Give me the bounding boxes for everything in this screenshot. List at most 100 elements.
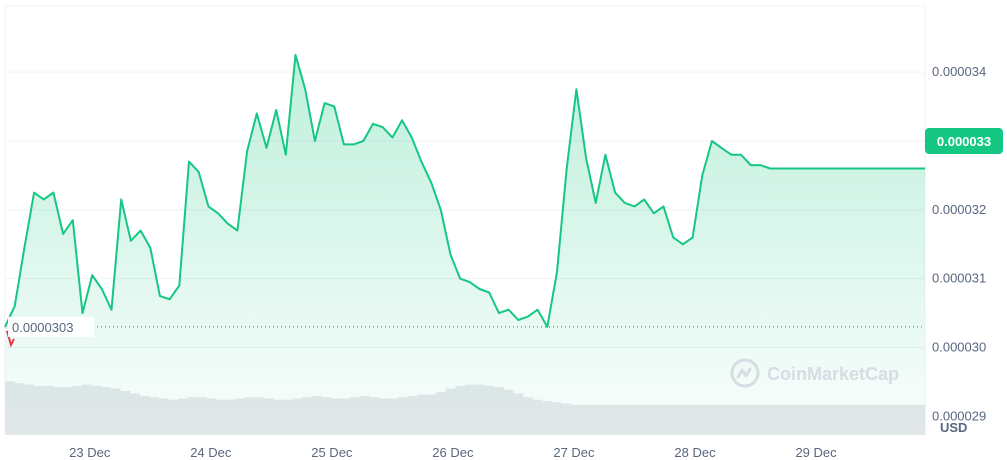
price-point	[818, 168, 819, 169]
price-point	[828, 168, 829, 169]
price-point	[702, 175, 703, 176]
price-point	[837, 168, 838, 169]
price-point	[527, 316, 528, 317]
price-line	[4, 53, 925, 328]
price-area-fill	[5, 54, 925, 436]
price-point	[605, 154, 606, 155]
price-point	[866, 168, 867, 169]
price-point	[537, 309, 538, 310]
coinmarketcap-logo-icon	[730, 358, 760, 388]
watermark: CoinMarketCap	[730, 358, 899, 388]
price-point	[421, 161, 422, 162]
price-point	[285, 154, 286, 155]
price-point	[770, 168, 771, 169]
price-point	[895, 168, 896, 169]
price-point	[479, 289, 480, 290]
price-point	[799, 168, 800, 169]
price-point	[440, 209, 441, 210]
price-point	[721, 147, 722, 148]
price-point	[159, 295, 160, 296]
price-point	[198, 171, 199, 172]
price-point	[760, 165, 761, 166]
price-point	[314, 140, 315, 141]
price-point	[634, 206, 635, 207]
price-point	[343, 144, 344, 145]
price-point	[14, 306, 15, 307]
price-point	[353, 144, 354, 145]
price-point	[615, 192, 616, 193]
price-point	[24, 247, 25, 248]
price-point	[779, 168, 780, 169]
price-point	[692, 237, 693, 238]
price-point	[518, 320, 519, 321]
price-point	[557, 271, 558, 272]
y-tick-label: 0.000030	[932, 340, 986, 355]
price-point	[72, 220, 73, 221]
price-point	[508, 309, 509, 310]
price-point	[673, 237, 674, 238]
price-point	[741, 154, 742, 155]
price-point	[915, 168, 916, 169]
y-tick-label: 0.000034	[932, 64, 986, 79]
price-point	[373, 123, 374, 124]
x-tick-label: 27 Dec	[553, 445, 595, 460]
price-point	[5, 326, 6, 327]
price-point	[460, 278, 461, 279]
price-point	[925, 168, 926, 169]
x-axis-ticks: 23 Dec 24 Dec 25 Dec 26 Dec 27 Dec 28 Dec 29 D…	[69, 445, 837, 460]
price-point	[566, 168, 567, 169]
price-point	[237, 230, 238, 231]
current-price-badge: 0.000033	[925, 127, 1003, 154]
watermark-text: CoinMarketCap	[767, 364, 899, 384]
price-point	[218, 213, 219, 214]
price-point	[731, 154, 732, 155]
price-point	[179, 285, 180, 286]
price-point	[431, 182, 432, 183]
price-point	[295, 54, 296, 55]
price-point	[857, 168, 858, 169]
price-point	[227, 223, 228, 224]
price-point	[402, 120, 403, 121]
price-point	[34, 192, 35, 193]
y-tick-label: 0.000031	[932, 271, 986, 286]
price-point	[324, 103, 325, 104]
price-point	[169, 299, 170, 300]
price-point	[789, 168, 790, 169]
price-point	[256, 113, 257, 114]
x-tick-label: 25 Dec	[311, 445, 353, 460]
price-point	[663, 206, 664, 207]
price-point	[595, 202, 596, 203]
price-point	[305, 89, 306, 90]
price-point	[63, 233, 64, 234]
price-point	[92, 275, 93, 276]
price-point	[682, 244, 683, 245]
y-tick-label: 0.000029	[932, 408, 986, 423]
price-point	[750, 165, 751, 166]
price-point	[121, 199, 122, 200]
price-point	[43, 199, 44, 200]
currency-unit-label: USD	[940, 420, 967, 435]
price-point	[653, 213, 654, 214]
reference-value-label: 0.0000303	[12, 320, 73, 335]
price-point	[111, 309, 112, 310]
price-point	[469, 282, 470, 283]
price-point	[150, 247, 151, 248]
price-point	[905, 168, 906, 169]
price-point	[82, 313, 83, 314]
x-tick-label: 28 Dec	[674, 445, 716, 460]
price-point	[547, 326, 548, 327]
price-point	[276, 109, 277, 110]
x-tick-label: 24 Dec	[190, 445, 232, 460]
price-point	[644, 199, 645, 200]
price-point	[586, 158, 587, 159]
current-price-label: 0.000033	[937, 134, 991, 149]
price-point	[130, 240, 131, 241]
price-point	[576, 89, 577, 90]
price-point	[711, 140, 712, 141]
x-tick-label: 26 Dec	[432, 445, 474, 460]
price-point	[101, 289, 102, 290]
price-point	[363, 140, 364, 141]
x-tick-label: 23 Dec	[69, 445, 111, 460]
price-point	[189, 161, 190, 162]
